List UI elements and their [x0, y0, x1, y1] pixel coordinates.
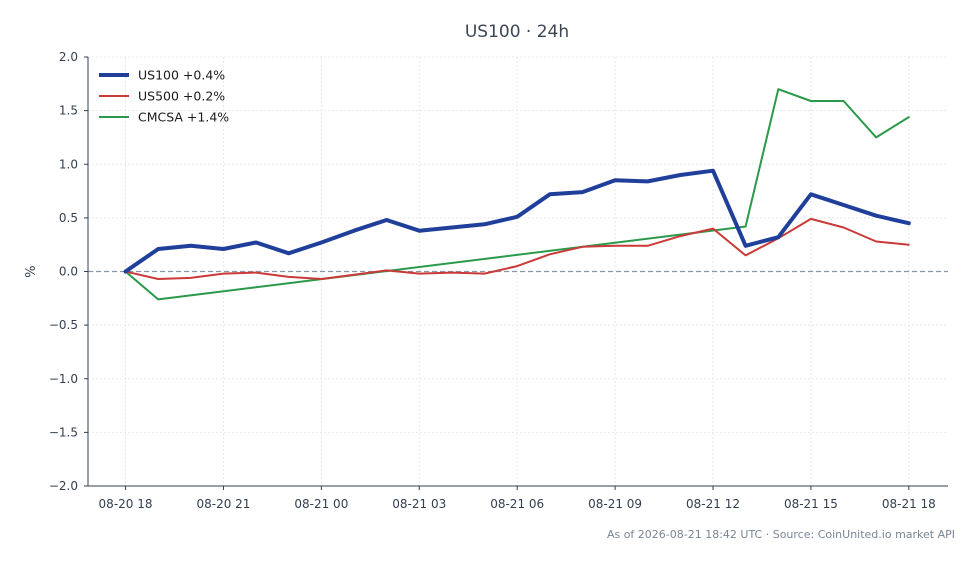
x-tick-label: 08-21 09	[588, 497, 642, 511]
axes	[84, 56, 948, 490]
legend: US100 +0.4% US500 +0.2% CMCSA +1.4%	[99, 68, 229, 125]
x-tick-label: 08-20 18	[99, 497, 153, 511]
y-tick-label: −1.5	[49, 425, 78, 439]
x-tick-label: 08-21 00	[294, 497, 348, 511]
tick-labels: 2.0 1.5 1.0 0.5 0.0 −0.5 −1.0 −1.5 −2.0 08-20 18 0…	[49, 50, 936, 511]
y-tick-label: 0.0	[59, 265, 78, 279]
legend-entry: CMCSA +1.4%	[138, 110, 229, 125]
footer-source: As of 2026-08-21 18:42 UTC · Source: Coi…	[607, 528, 955, 541]
y-tick-label: 0.5	[59, 211, 78, 225]
x-tick-label: 08-21 03	[392, 497, 446, 511]
x-tick-label: 08-21 18	[882, 497, 936, 511]
y-tick-label: 1.0	[59, 157, 78, 171]
y-tick-label: 2.0	[59, 50, 78, 64]
y-axis-label: %	[24, 265, 39, 277]
chart-title: US100 · 24h	[465, 22, 569, 42]
series-lines	[123, 88, 911, 301]
y-tick-label: −0.5	[49, 318, 78, 332]
x-tick-label: 08-21 15	[784, 497, 838, 511]
series-line-0	[123, 168, 911, 274]
y-tick-label: −2.0	[49, 479, 78, 493]
legend-entry: US500 +0.2%	[138, 89, 225, 104]
y-tick-label: 1.5	[59, 104, 78, 118]
legend-entry: US100 +0.4%	[138, 68, 225, 83]
x-tick-label: 08-21 06	[490, 497, 544, 511]
series-line-2	[124, 88, 910, 301]
x-tick-label: 08-21 12	[686, 497, 740, 511]
y-tick-label: −1.0	[49, 372, 78, 386]
x-tick-label: 08-20 21	[196, 497, 250, 511]
